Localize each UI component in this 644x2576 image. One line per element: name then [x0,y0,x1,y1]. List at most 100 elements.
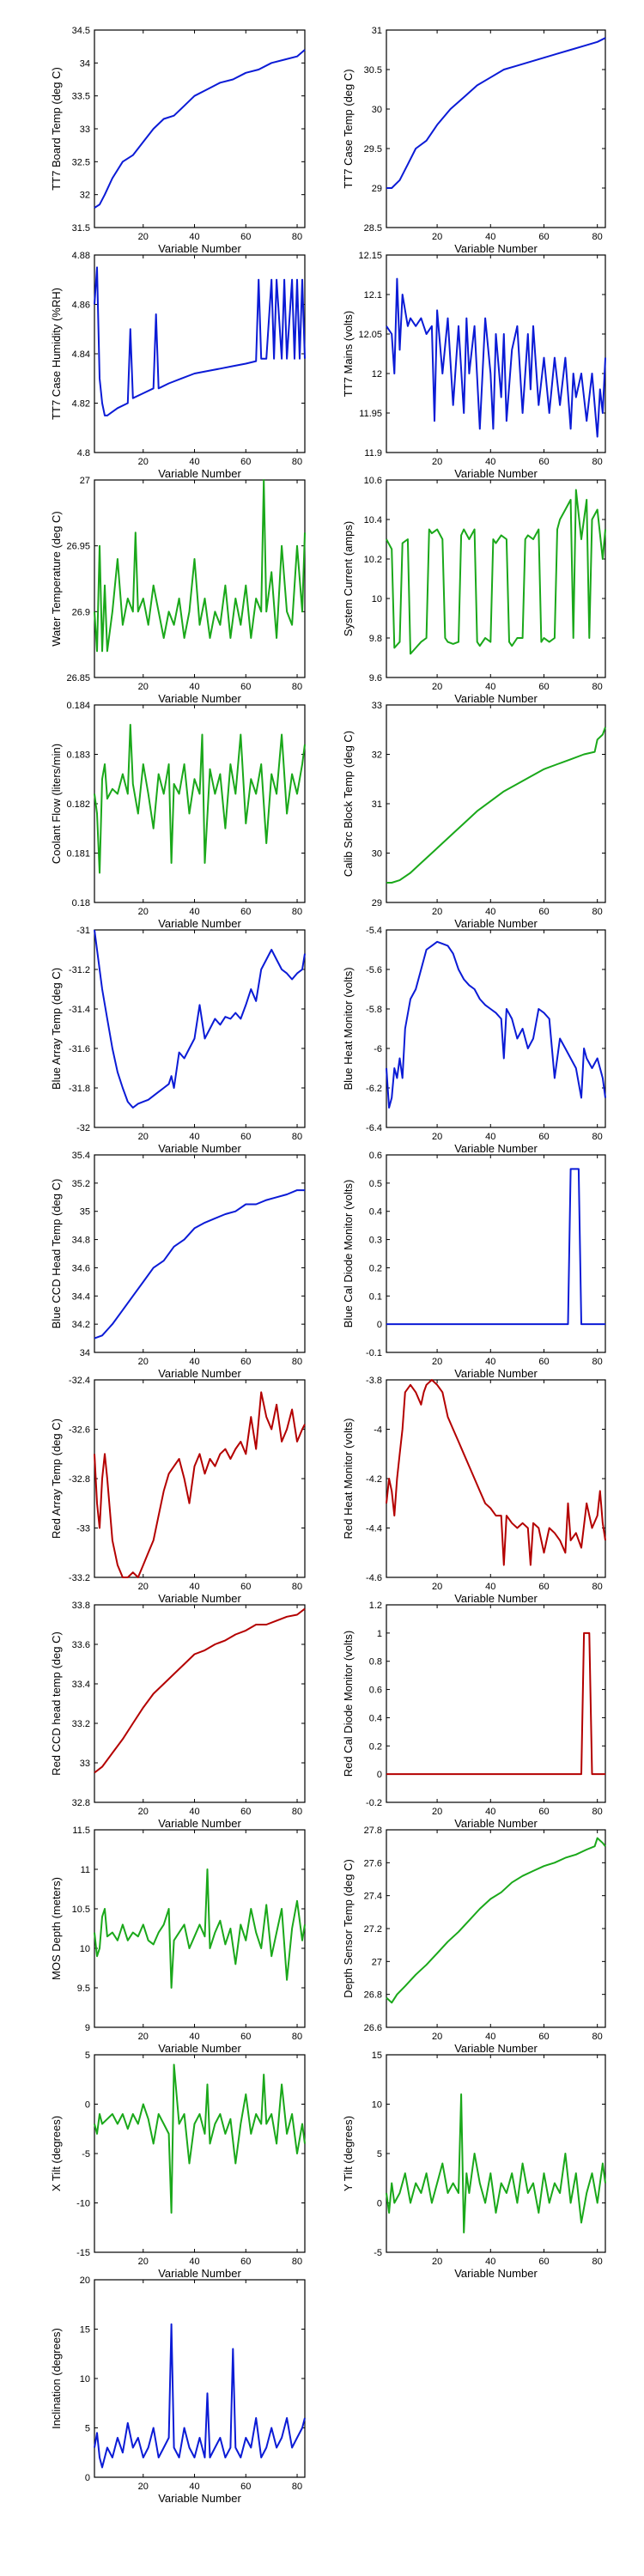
chart-panel: 20 40 60 80 26.85 26.9 26.95 27 Variable Number W… [50,476,306,705]
y-tick-label: 10 [372,2100,382,2111]
y-tick-label: 35 [80,1207,90,1218]
x-tick-label: 60 [538,2032,549,2042]
chart-panel: 20 40 60 80 -0.1 0 0.1 0.2 0.3 0.4 0.5 0.6 Variable … [342,1151,606,1380]
y-tick-label: 5 [85,2050,90,2061]
y-axis-label: Calib Src Block Temp (deg C) [342,731,355,877]
plot-frame [386,704,606,903]
y-tick-label: 26.85 [66,673,90,683]
plot-frame [386,1829,606,2028]
y-tick-label: 10 [80,1944,90,1954]
y-tick-label: -5.6 [366,965,382,975]
x-tick-label: 80 [292,907,302,917]
x-tick-label: 80 [292,1357,302,1367]
plot-frame [386,2054,606,2253]
series-line [94,266,306,416]
x-tick-label: 20 [432,1357,442,1367]
x-tick-label: 40 [485,457,495,467]
y-tick-label: 27.6 [364,1858,382,1868]
x-tick-label: 80 [592,2032,603,2042]
y-tick-label: 33 [372,701,382,711]
series-line [386,277,606,438]
x-tick-label: 40 [189,1357,199,1367]
y-tick-label: -6 [374,1044,382,1054]
series-line [94,2323,306,2469]
plot-frame [386,1604,606,1803]
y-tick-label: 12.05 [358,330,382,340]
x-tick-label: 40 [485,1132,495,1142]
y-axis-label: Red Array Temp (deg C) [50,1419,63,1539]
x-tick-label: 80 [292,457,302,467]
y-tick-label: 0.4 [369,1207,382,1218]
x-tick-label: 80 [592,2257,603,2267]
y-tick-label: 10.6 [364,476,382,486]
y-tick-label: 31 [372,799,382,810]
x-tick-label: 40 [485,1807,495,1817]
x-tick-label: 80 [292,232,302,242]
y-tick-label: -31.6 [69,1044,90,1054]
series-line [386,1168,605,1326]
x-tick-label: 40 [189,1807,199,1817]
y-axis-label: Inclination (degrees) [50,2328,63,2429]
y-axis-label: Blue Array Temp (deg C) [50,968,63,1090]
y-tick-label: 33.4 [72,1680,90,1690]
y-tick-label: 35.2 [72,1179,90,1189]
y-tick-label: -5.4 [366,926,382,936]
y-tick-label: 0.181 [66,849,90,860]
x-axis-label: Variable Number [158,692,241,705]
x-tick-label: 60 [240,907,251,917]
x-tick-label: 60 [538,1807,549,1817]
plot-frame [94,1379,306,1578]
y-tick-label: 20 [80,2275,90,2286]
series-line [94,724,306,874]
y-axis-label: TT7 Mains (volts) [342,311,355,397]
x-tick-label: 60 [240,1357,251,1367]
y-tick-label: 29 [372,898,382,908]
x-tick-label: 60 [538,682,549,692]
y-tick-label: 34 [80,58,90,69]
y-tick-label: 28.5 [364,223,382,234]
series-line [94,929,306,1109]
y-tick-label: -3.8 [366,1376,382,1386]
series-line [94,2063,306,2214]
y-tick-label: 27 [80,476,90,486]
y-tick-label: 0.3 [369,1236,382,1246]
y-axis-label: TT7 Board Temp (deg C) [50,67,63,191]
x-axis-label: Variable Number [158,917,241,930]
y-tick-label: -5.8 [366,1005,382,1015]
series-line [386,489,606,655]
x-tick-label: 20 [138,232,149,242]
x-tick-label: 20 [138,1582,149,1592]
plot-frame [386,929,606,1128]
y-tick-label: -31.4 [69,1005,90,1015]
y-tick-label: 0 [377,1320,382,1330]
x-tick-label: 20 [432,1132,442,1142]
y-tick-label: 34.4 [72,1291,90,1302]
y-axis-label: Blue CCD Head Temp (deg C) [50,1179,63,1329]
plot-frame [94,1829,306,2028]
series-line [386,2093,606,2233]
x-tick-label: 20 [138,2032,149,2042]
x-tick-label: 60 [538,1357,549,1367]
y-axis-label: Blue Heat Monitor (volts) [342,967,355,1090]
y-tick-label: -31 [76,926,90,936]
x-axis-label: Variable Number [454,2267,538,2280]
y-axis-label: Red Heat Monitor (volts) [342,1419,355,1540]
y-tick-label: 0.18 [72,898,90,908]
x-tick-label: 60 [538,232,549,242]
y-tick-label: 27.4 [364,1892,382,1902]
y-tick-label: 31.5 [72,223,90,234]
y-tick-label: -33 [76,1524,90,1534]
y-tick-label: 0.4 [369,1713,382,1723]
chart-panel: 20 40 60 80 29 30 31 32 33 Variable Number Calib S… [342,701,606,930]
chart-panel: 20 40 60 80 34 34.2 34.4 34.6 34.8 35 35.2 35.4 Vari… [50,1151,306,1380]
y-tick-label: 1 [377,1629,382,1639]
x-tick-label: 20 [138,457,149,467]
plot-frame [94,29,306,228]
x-tick-label: 60 [538,1132,549,1142]
y-tick-label: 0.8 [369,1657,382,1668]
x-tick-label: 20 [432,2257,442,2267]
y-tick-label: 0.2 [369,1263,382,1273]
y-tick-label: 29.5 [364,144,382,155]
y-tick-label: -10 [76,2199,90,2209]
x-axis-label: Variable Number [454,1817,538,1830]
